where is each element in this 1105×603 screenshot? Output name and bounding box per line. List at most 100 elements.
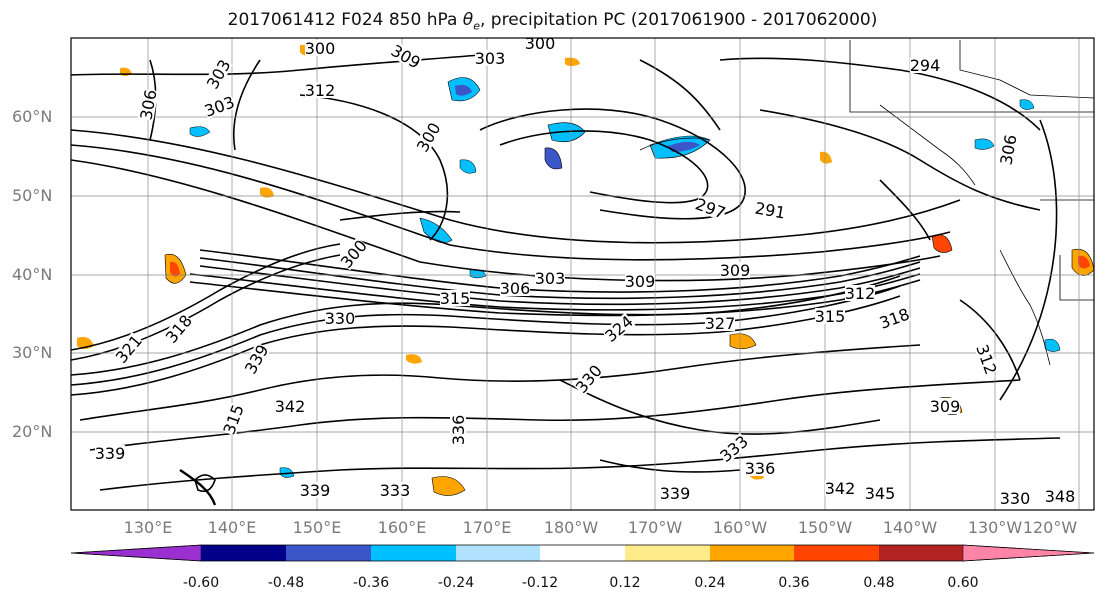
contour-label-bg [717,432,751,465]
contour-label: 312 [845,284,876,303]
colorbar-segment [371,545,456,561]
colorbar-segment [456,545,540,561]
lon-label-130e: 130°E [123,518,173,537]
contour-label-bg [865,485,895,501]
lon-label-170w: 170°W [627,518,683,537]
contour-label-bg [305,82,335,98]
graticule [71,38,1094,510]
contour-label: 309 [625,272,656,291]
contour-label-bg [997,133,1019,166]
contour-label-bg [845,285,875,301]
colorbar-segment [879,545,963,561]
contour-label-bg [720,262,750,278]
lat-label-60n: 60°N [12,107,53,126]
contour-label: 300 [525,34,556,53]
colorbar [70,544,1095,562]
colorbar-outline [70,544,1095,562]
contour-label-bg [974,342,1000,377]
contour-label-bg [137,88,159,121]
contour-label-bg [625,273,655,289]
contour-label-bg [300,482,330,498]
contour-label: 315 [815,307,846,326]
lat-label-30n: 30°N [12,343,53,362]
map-frame [70,37,1095,511]
contour-label: 303 [475,49,506,68]
contour-label: 336 [745,459,776,478]
contour-label: 339 [300,481,331,500]
contour-label-bg [202,93,237,119]
contour-label: 330 [1000,489,1031,508]
contour-label-bg [440,290,470,306]
contour-label-bg [389,41,423,71]
contour-label: 342 [275,397,306,416]
contour-label-bg [337,237,370,271]
contour-label: 312 [305,81,336,100]
colorbar-tick: -0.60 [182,575,220,591]
map-title: 2017061412 F024 850 hPa θe, precipitatio… [227,10,878,33]
coastlines [639,40,1094,366]
lon-label-180w: 180°W [543,518,599,537]
colorbar-tick: -0.12 [521,575,559,591]
contour-label: 333 [380,481,411,500]
contour-label-bg [95,445,125,461]
contour-label-bg [1045,488,1075,504]
contour-label: 342 [825,479,856,498]
contour-label-bg [815,308,845,324]
lon-label-140e: 140°E [207,518,257,537]
contour-label-bg [525,38,555,51]
contour-label-bg [450,415,466,445]
colorbar-segment [710,545,794,561]
contour-label-bg [325,310,355,326]
lon-label-120w: 120°W [1022,518,1078,537]
colorbar-tick: -0.48 [267,575,305,591]
contour-label-bg [693,195,728,221]
colorbar-tick: 0.48 [863,575,895,591]
colorbar-segment [962,544,1095,562]
contour-label-bg [203,57,233,91]
contour-label: 294 [910,56,941,75]
contour-label-bg [220,402,246,437]
contour-label-bg [660,485,690,501]
contour-label-bg [275,398,305,414]
contour-label-bg [602,312,636,345]
colorbar-segment [201,545,286,561]
contour-label-bg [877,305,912,331]
colorbar-tick: 0.60 [947,575,979,591]
contour-label: 339 [660,484,691,503]
colorbar-segment [286,545,371,561]
contour-label: 339 [95,444,126,463]
colorbar-segment [70,544,202,562]
contour-label: 309 [720,261,751,280]
contour-label-bg [572,362,605,396]
contour-label-bg [413,120,443,154]
contour-label-bg [380,482,410,498]
contour-label: 300 [305,39,336,58]
contour-label: 336 [449,415,468,446]
colorbar-tick: 0.24 [694,575,726,591]
colorbar-segment [794,545,879,561]
colorbar-tick: 0.12 [609,575,641,591]
contour-label-bg [910,57,940,73]
contour-label-bg [475,50,505,66]
contour-label: 306 [500,279,531,298]
colorbar-tick: -0.36 [352,575,390,591]
lat-label-40n: 40°N [12,265,53,284]
contour-label-bg [241,342,271,376]
colorbar-segment [625,545,710,561]
contour-label-bg [305,40,335,56]
contour-label-bg [500,280,530,296]
contour-label: 303 [535,269,566,288]
contour-label-bg [745,460,775,476]
contour-label-bg [825,480,855,496]
contour-label-bg [754,199,787,221]
contour-label-bg [535,270,565,286]
contour-label-bg [1000,490,1030,506]
contour-label-bg [705,315,735,331]
contour-label-bg [112,332,145,366]
contour-label: 315 [440,289,471,308]
lon-label-150w: 150°W [797,518,853,537]
contour-label-bg [162,312,195,346]
lon-label-130w: 130°W [967,518,1023,537]
colorbar-tick: -0.24 [437,575,475,591]
